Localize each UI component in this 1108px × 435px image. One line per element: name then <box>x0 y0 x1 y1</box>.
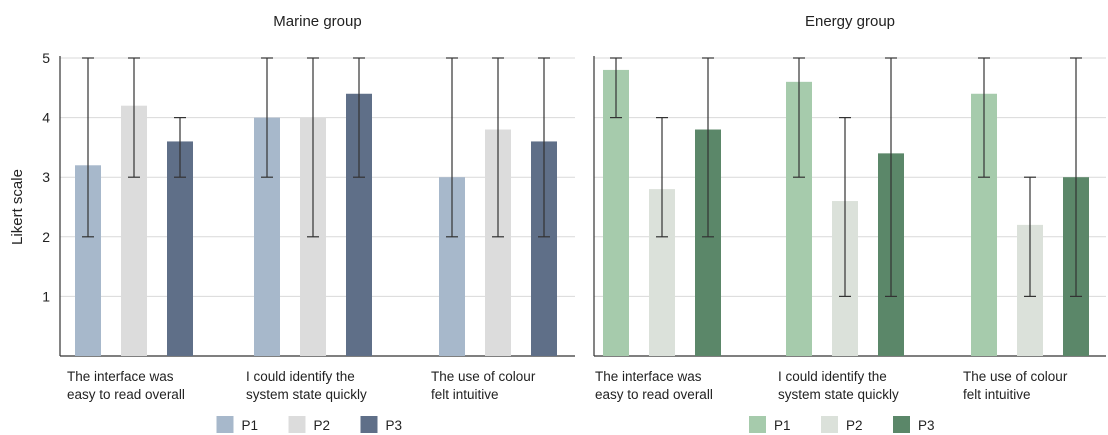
legend-swatch-p2 <box>288 416 306 433</box>
y-axis-label: Likert scale <box>9 169 26 245</box>
legend-label-p3: P3 <box>386 418 403 433</box>
y-tick-label-3: 3 <box>42 169 50 185</box>
category-label-2-line1: I could identify the <box>246 369 355 384</box>
y-tick-label-1: 1 <box>42 288 50 304</box>
panel-title: Marine group <box>273 13 361 30</box>
category-label-3-line2: felt intuitive <box>963 387 1031 402</box>
legend-label-p1: P1 <box>242 418 259 433</box>
category-label-3-line1: The use of colour <box>963 369 1068 384</box>
legend-label-p2: P2 <box>314 418 331 433</box>
category-label-1-line2: easy to read overall <box>67 387 185 402</box>
legend-label-p1: P1 <box>774 418 791 433</box>
y-tick-label-5: 5 <box>42 50 50 66</box>
legend-swatch-p2 <box>821 416 838 433</box>
legend-swatch-p3 <box>360 416 378 433</box>
y-tick-label-2: 2 <box>42 229 50 245</box>
legend-swatch-p1 <box>749 416 766 433</box>
category-label-1-line1: The interface was <box>595 369 702 384</box>
category-label-2-line2: system state quickly <box>778 387 899 402</box>
category-label-2-line1: I could identify the <box>778 369 887 384</box>
y-tick-label-4: 4 <box>42 110 50 126</box>
category-label-1-line2: easy to read overall <box>595 387 713 402</box>
panel-title: Energy group <box>805 13 895 30</box>
legend-swatch-p3 <box>893 416 910 433</box>
category-label-2-line2: system state quickly <box>246 387 367 402</box>
category-label-3-line2: felt intuitive <box>431 387 499 402</box>
legend-label-p3: P3 <box>918 418 935 433</box>
panel-energy: Energy group The interface was easy to rea… <box>593 13 1106 433</box>
category-label-1-line1: The interface was <box>67 369 174 384</box>
category-label-3-line1: The use of colour <box>431 369 536 384</box>
panel-marine: Marine group The interface was easy to rea… <box>59 13 575 433</box>
legend-swatch-p1 <box>216 416 234 433</box>
legend-label-p2: P2 <box>846 418 863 433</box>
